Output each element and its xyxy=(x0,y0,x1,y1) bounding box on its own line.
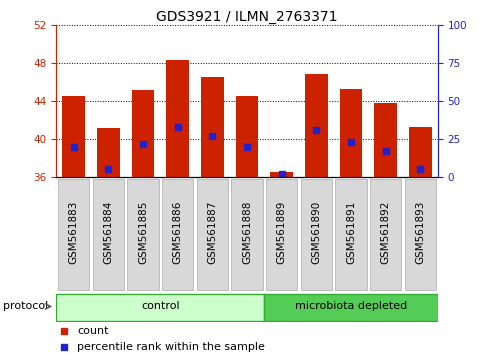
Bar xyxy=(201,77,223,177)
FancyBboxPatch shape xyxy=(300,179,331,290)
FancyBboxPatch shape xyxy=(231,179,262,290)
FancyBboxPatch shape xyxy=(369,179,401,290)
Text: GSM561889: GSM561889 xyxy=(276,200,286,264)
Bar xyxy=(374,103,396,177)
Text: GSM561890: GSM561890 xyxy=(311,201,321,264)
Text: GSM561885: GSM561885 xyxy=(138,200,147,264)
FancyBboxPatch shape xyxy=(127,179,158,290)
Text: GSM561884: GSM561884 xyxy=(103,200,113,264)
Bar xyxy=(166,60,188,177)
Bar xyxy=(131,90,154,177)
Bar xyxy=(97,127,119,177)
FancyBboxPatch shape xyxy=(335,179,366,290)
Text: control: control xyxy=(141,302,179,312)
Text: GSM561893: GSM561893 xyxy=(414,200,425,264)
Bar xyxy=(270,172,292,177)
Bar xyxy=(408,127,431,177)
FancyBboxPatch shape xyxy=(92,179,123,290)
Text: GSM561892: GSM561892 xyxy=(380,200,390,264)
FancyBboxPatch shape xyxy=(162,179,193,290)
FancyBboxPatch shape xyxy=(264,293,437,321)
FancyBboxPatch shape xyxy=(58,179,89,290)
Text: GSM561891: GSM561891 xyxy=(346,200,355,264)
Bar xyxy=(235,96,258,177)
Bar xyxy=(62,96,85,177)
Bar xyxy=(339,90,362,177)
Text: GSM561883: GSM561883 xyxy=(68,200,79,264)
Text: GSM561886: GSM561886 xyxy=(172,200,182,264)
Text: count: count xyxy=(77,326,108,336)
FancyBboxPatch shape xyxy=(196,179,227,290)
Text: GSM561888: GSM561888 xyxy=(242,200,251,264)
FancyBboxPatch shape xyxy=(404,179,435,290)
Title: GDS3921 / ILMN_2763371: GDS3921 / ILMN_2763371 xyxy=(156,10,337,24)
Text: protocol: protocol xyxy=(3,302,48,312)
Text: percentile rank within the sample: percentile rank within the sample xyxy=(77,342,264,352)
FancyBboxPatch shape xyxy=(265,179,297,290)
FancyBboxPatch shape xyxy=(56,293,264,321)
Text: GSM561887: GSM561887 xyxy=(207,200,217,264)
Bar xyxy=(305,74,327,177)
Text: microbiota depleted: microbiota depleted xyxy=(294,302,407,312)
